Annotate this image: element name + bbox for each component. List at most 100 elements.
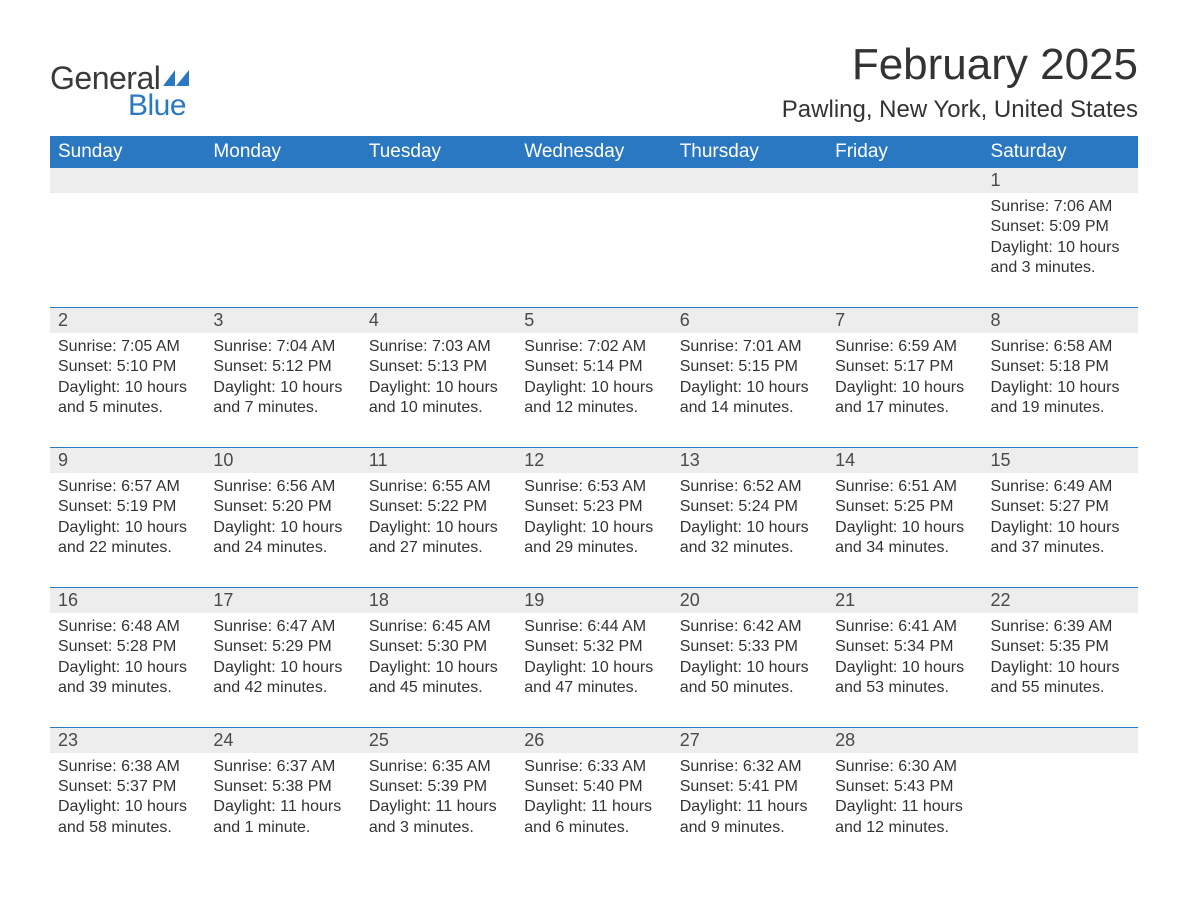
daylight-line: Daylight: 11 hours and 12 minutes. bbox=[835, 797, 974, 838]
sunrise-line: Sunrise: 7:04 AM bbox=[213, 337, 352, 357]
day-detail-cell: Sunrise: 6:35 AMSunset: 5:39 PMDaylight:… bbox=[361, 753, 516, 867]
daylight-line: Daylight: 10 hours and 22 minutes. bbox=[58, 518, 197, 559]
day-number-cell bbox=[205, 168, 360, 193]
day-number-cell: 19 bbox=[516, 588, 671, 613]
day-number-cell: 10 bbox=[205, 448, 360, 473]
daylight-line: Daylight: 10 hours and 53 minutes. bbox=[835, 658, 974, 699]
sunset-line: Sunset: 5:32 PM bbox=[524, 637, 663, 657]
sunrise-line: Sunrise: 6:42 AM bbox=[680, 617, 819, 637]
sunset-line: Sunset: 5:20 PM bbox=[213, 497, 352, 517]
sunset-line: Sunset: 5:35 PM bbox=[991, 637, 1130, 657]
day-detail-row: Sunrise: 6:48 AMSunset: 5:28 PMDaylight:… bbox=[50, 613, 1138, 727]
day-detail-cell: Sunrise: 6:38 AMSunset: 5:37 PMDaylight:… bbox=[50, 753, 205, 867]
day-of-week-header: Wednesday bbox=[516, 136, 671, 168]
daylight-line: Daylight: 11 hours and 9 minutes. bbox=[680, 797, 819, 838]
sunset-line: Sunset: 5:38 PM bbox=[213, 777, 352, 797]
daylight-line: Daylight: 10 hours and 39 minutes. bbox=[58, 658, 197, 699]
day-number-cell: 9 bbox=[50, 448, 205, 473]
day-of-week-header: Friday bbox=[827, 136, 982, 168]
daylight-line: Daylight: 11 hours and 6 minutes. bbox=[524, 797, 663, 838]
sunset-line: Sunset: 5:14 PM bbox=[524, 357, 663, 377]
day-detail-cell: Sunrise: 6:39 AMSunset: 5:35 PMDaylight:… bbox=[983, 613, 1138, 727]
day-detail-cell: Sunrise: 6:49 AMSunset: 5:27 PMDaylight:… bbox=[983, 473, 1138, 587]
sunrise-line: Sunrise: 6:30 AM bbox=[835, 757, 974, 777]
sunset-line: Sunset: 5:30 PM bbox=[369, 637, 508, 657]
day-detail-cell: Sunrise: 7:06 AMSunset: 5:09 PMDaylight:… bbox=[983, 193, 1138, 307]
day-number-cell: 15 bbox=[983, 448, 1138, 473]
sunset-line: Sunset: 5:18 PM bbox=[991, 357, 1130, 377]
daylight-line: Daylight: 10 hours and 24 minutes. bbox=[213, 518, 352, 559]
sunrise-line: Sunrise: 6:57 AM bbox=[58, 477, 197, 497]
day-detail-cell: Sunrise: 6:33 AMSunset: 5:40 PMDaylight:… bbox=[516, 753, 671, 867]
day-of-week-header: Sunday bbox=[50, 136, 205, 168]
daylight-line: Daylight: 10 hours and 47 minutes. bbox=[524, 658, 663, 699]
day-number-row: 1 bbox=[50, 168, 1138, 193]
day-number-cell bbox=[672, 168, 827, 193]
day-number-cell: 16 bbox=[50, 588, 205, 613]
day-number-cell: 14 bbox=[827, 448, 982, 473]
sunrise-line: Sunrise: 6:32 AM bbox=[680, 757, 819, 777]
day-detail-cell: Sunrise: 6:55 AMSunset: 5:22 PMDaylight:… bbox=[361, 473, 516, 587]
daylight-line: Daylight: 10 hours and 17 minutes. bbox=[835, 378, 974, 419]
day-number-cell: 22 bbox=[983, 588, 1138, 613]
day-detail-cell: Sunrise: 6:58 AMSunset: 5:18 PMDaylight:… bbox=[983, 333, 1138, 447]
day-detail-cell: Sunrise: 6:56 AMSunset: 5:20 PMDaylight:… bbox=[205, 473, 360, 587]
daylight-line: Daylight: 10 hours and 10 minutes. bbox=[369, 378, 508, 419]
sunset-line: Sunset: 5:17 PM bbox=[835, 357, 974, 377]
daylight-line: Daylight: 10 hours and 50 minutes. bbox=[680, 658, 819, 699]
day-detail-cell: Sunrise: 6:30 AMSunset: 5:43 PMDaylight:… bbox=[827, 753, 982, 867]
daylight-line: Daylight: 10 hours and 3 minutes. bbox=[991, 238, 1130, 279]
sunrise-line: Sunrise: 6:48 AM bbox=[58, 617, 197, 637]
sunset-line: Sunset: 5:22 PM bbox=[369, 497, 508, 517]
day-detail-cell: Sunrise: 6:42 AMSunset: 5:33 PMDaylight:… bbox=[672, 613, 827, 727]
day-number-cell bbox=[516, 168, 671, 193]
sunset-line: Sunset: 5:10 PM bbox=[58, 357, 197, 377]
day-detail-row: Sunrise: 6:57 AMSunset: 5:19 PMDaylight:… bbox=[50, 473, 1138, 587]
day-detail-cell: Sunrise: 6:32 AMSunset: 5:41 PMDaylight:… bbox=[672, 753, 827, 867]
sunrise-line: Sunrise: 7:01 AM bbox=[680, 337, 819, 357]
daylight-line: Daylight: 10 hours and 27 minutes. bbox=[369, 518, 508, 559]
day-number-cell: 13 bbox=[672, 448, 827, 473]
sunset-line: Sunset: 5:24 PM bbox=[680, 497, 819, 517]
sunrise-line: Sunrise: 6:39 AM bbox=[991, 617, 1130, 637]
sunrise-line: Sunrise: 6:56 AM bbox=[213, 477, 352, 497]
sunrise-line: Sunrise: 7:02 AM bbox=[524, 337, 663, 357]
sunset-line: Sunset: 5:37 PM bbox=[58, 777, 197, 797]
day-detail-cell: Sunrise: 6:48 AMSunset: 5:28 PMDaylight:… bbox=[50, 613, 205, 727]
daylight-line: Daylight: 10 hours and 7 minutes. bbox=[213, 378, 352, 419]
day-number-cell: 2 bbox=[50, 308, 205, 333]
day-number-cell: 18 bbox=[361, 588, 516, 613]
sunset-line: Sunset: 5:33 PM bbox=[680, 637, 819, 657]
day-number-cell: 17 bbox=[205, 588, 360, 613]
day-detail-cell: Sunrise: 6:47 AMSunset: 5:29 PMDaylight:… bbox=[205, 613, 360, 727]
daylight-line: Daylight: 10 hours and 45 minutes. bbox=[369, 658, 508, 699]
day-number-cell: 28 bbox=[827, 728, 982, 753]
sunset-line: Sunset: 5:28 PM bbox=[58, 637, 197, 657]
sunset-line: Sunset: 5:13 PM bbox=[369, 357, 508, 377]
day-detail-cell: Sunrise: 6:44 AMSunset: 5:32 PMDaylight:… bbox=[516, 613, 671, 727]
day-number-cell: 3 bbox=[205, 308, 360, 333]
daylight-line: Daylight: 11 hours and 1 minute. bbox=[213, 797, 352, 838]
day-number-cell: 4 bbox=[361, 308, 516, 333]
day-number-row: 2345678 bbox=[50, 308, 1138, 333]
day-number-cell: 26 bbox=[516, 728, 671, 753]
day-number-cell: 24 bbox=[205, 728, 360, 753]
sunrise-line: Sunrise: 6:53 AM bbox=[524, 477, 663, 497]
day-of-week-header: Monday bbox=[205, 136, 360, 168]
day-number-row: 9101112131415 bbox=[50, 448, 1138, 473]
sunrise-line: Sunrise: 6:41 AM bbox=[835, 617, 974, 637]
logo: General Blue bbox=[50, 60, 189, 123]
day-detail-cell bbox=[672, 193, 827, 307]
day-of-week-row: SundayMondayTuesdayWednesdayThursdayFrid… bbox=[50, 136, 1138, 168]
sunrise-line: Sunrise: 6:49 AM bbox=[991, 477, 1130, 497]
day-detail-cell: Sunrise: 6:45 AMSunset: 5:30 PMDaylight:… bbox=[361, 613, 516, 727]
sunrise-line: Sunrise: 6:38 AM bbox=[58, 757, 197, 777]
day-of-week-header: Saturday bbox=[983, 136, 1138, 168]
day-number-cell: 12 bbox=[516, 448, 671, 473]
sunset-line: Sunset: 5:29 PM bbox=[213, 637, 352, 657]
sunset-line: Sunset: 5:34 PM bbox=[835, 637, 974, 657]
day-detail-cell bbox=[983, 753, 1138, 867]
day-detail-cell: Sunrise: 6:52 AMSunset: 5:24 PMDaylight:… bbox=[672, 473, 827, 587]
day-detail-row: Sunrise: 6:38 AMSunset: 5:37 PM Daylight:… bbox=[50, 753, 1138, 867]
day-number-cell: 23 bbox=[50, 728, 205, 753]
